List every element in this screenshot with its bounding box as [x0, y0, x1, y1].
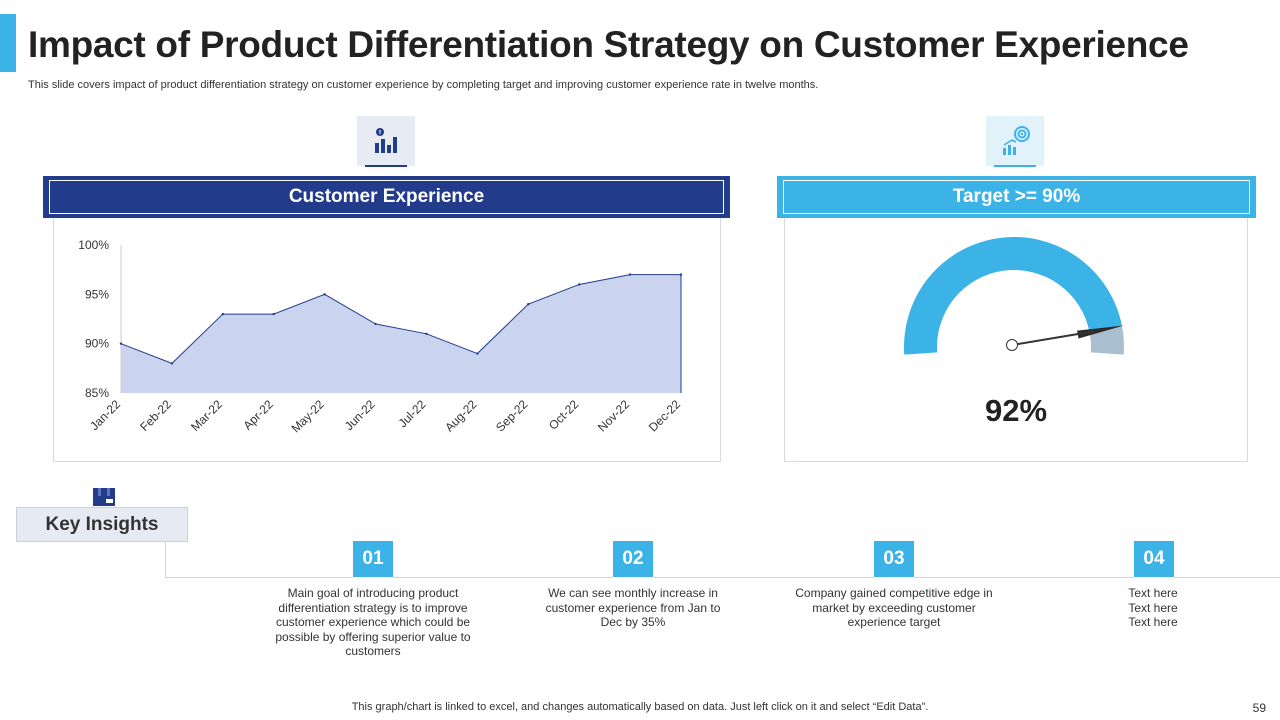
page-number: 59	[1252, 701, 1266, 715]
timeline-line	[165, 577, 1280, 578]
insight-number-01: 01	[353, 541, 393, 580]
chart-panel: 85% 90% 95% 100% Jan-22 Feb-22 Mar-22 Apr-22 May…	[53, 216, 721, 462]
header-inner-border	[49, 180, 724, 214]
insight-text-04: Text here Text here Text here	[1128, 586, 1178, 629]
gauge-needle	[1011, 330, 1095, 346]
insight-text-01: Main goal of introducing product differe…	[275, 586, 471, 658]
insight-number-03: 03	[874, 541, 914, 580]
x-tick-label: Dec-22	[646, 397, 683, 434]
insight-number-02: 02	[613, 541, 653, 580]
insight-text-02: We can see monthly increase in customer …	[545, 586, 721, 629]
box-icon	[93, 488, 115, 506]
key-insights-label: Key Insights	[16, 507, 188, 542]
header-inner-border	[783, 180, 1250, 214]
y-tick-label: 95%	[85, 287, 109, 301]
x-tick-label: Jun-22	[342, 397, 378, 433]
x-tick-label: Mar-22	[188, 397, 225, 434]
target-gauge	[904, 236, 1124, 355]
data-point	[425, 332, 428, 335]
x-tick-label: Sep-22	[493, 397, 530, 434]
customer-experience-chart: 85% 90% 95% 100% Jan-22 Feb-22 Mar-22 Apr-22 May…	[78, 238, 683, 435]
data-point	[221, 312, 225, 316]
customer-experience-icon-box	[357, 116, 415, 167]
data-point	[323, 293, 326, 296]
data-point	[679, 273, 683, 276]
insight-text-03: Company gained competitive edge in marke…	[795, 586, 993, 629]
target-header: Target >= 90%	[777, 176, 1256, 218]
x-tick-label: Nov-22	[595, 397, 632, 434]
gauge-pivot	[1006, 339, 1018, 351]
area-fill	[121, 274, 681, 393]
x-tick-label: Aug-22	[442, 397, 479, 434]
icon-underline	[994, 165, 1036, 167]
data-point	[628, 273, 632, 276]
x-tick-label: Jan-22	[87, 397, 123, 433]
insight-number-04: 04	[1134, 541, 1174, 580]
y-tick-label: 100%	[78, 238, 109, 252]
data-point	[272, 312, 275, 316]
data-point	[527, 303, 530, 306]
data-point	[170, 362, 174, 365]
data-point	[374, 322, 377, 326]
x-tick-label: Oct-22	[546, 397, 582, 433]
data-point	[476, 352, 479, 355]
data-point	[577, 283, 581, 286]
x-tick-label: Apr-22	[240, 397, 276, 433]
y-tick-label: 90%	[85, 337, 109, 351]
data-point	[119, 342, 123, 345]
x-tick-label: Jul-22	[396, 397, 429, 430]
x-tick-label: Feb-22	[137, 397, 174, 434]
footer-note: This graph/chart is linked to excel, and…	[351, 701, 929, 713]
timeline-connector	[165, 542, 166, 578]
gauge-needle-tip	[1077, 325, 1124, 339]
bar-chart-icon	[375, 128, 397, 153]
gauge-value-arc	[904, 236, 1122, 355]
customer-experience-header: Customer Experience	[43, 176, 730, 218]
customer-experience-title: Customer Experience	[288, 186, 485, 207]
growth-target-icon	[1003, 126, 1030, 155]
target-icon-box	[986, 116, 1044, 167]
x-tick-label: May-22	[289, 397, 327, 435]
gauge-panel: 92%	[784, 216, 1248, 462]
icon-underline	[365, 165, 407, 167]
title-accent-bar	[0, 14, 16, 72]
gauge-value-label: 92%	[984, 393, 1048, 428]
page-title: Impact of Product Differentiation Strate…	[28, 24, 1189, 65]
target-title: Target >= 90%	[952, 186, 1081, 207]
gauge-remainder-arc	[1089, 325, 1124, 355]
y-tick-label: 85%	[85, 386, 109, 400]
page-subtitle: This slide covers impact of product diff…	[28, 79, 819, 91]
